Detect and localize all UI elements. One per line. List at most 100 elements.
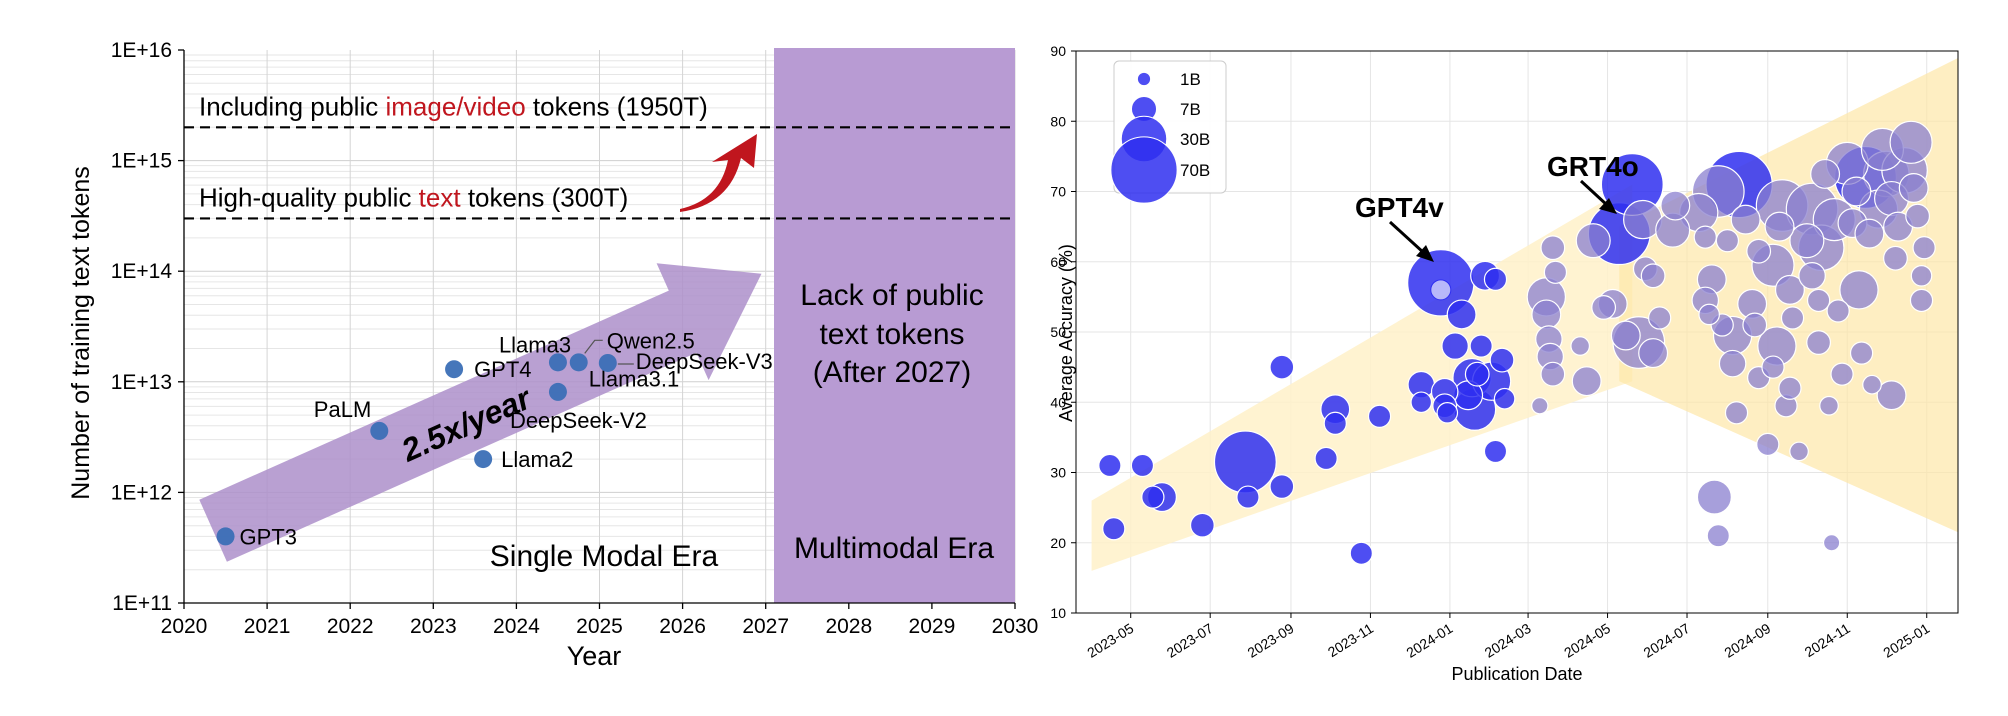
model-bubble bbox=[1910, 264, 1933, 287]
model-bubble bbox=[1889, 120, 1933, 164]
y-tick-label: 1E+15 bbox=[111, 150, 172, 173]
legend-marker bbox=[1136, 71, 1152, 87]
model-bubble bbox=[1798, 262, 1826, 290]
model-bubble bbox=[1912, 236, 1936, 260]
x-tick-label: 2024-01 bbox=[1403, 620, 1455, 661]
model-bubble bbox=[1854, 218, 1885, 249]
model-bubble bbox=[1648, 306, 1672, 330]
model-bubble bbox=[1236, 485, 1260, 509]
model-bubble bbox=[1841, 176, 1872, 207]
model-bubble bbox=[1819, 395, 1839, 416]
x-tick-label: 2027 bbox=[742, 615, 789, 638]
era-multi: Multimodal Era bbox=[794, 532, 994, 565]
model-label: DeepSeek-V2 bbox=[510, 408, 647, 433]
model-bubble bbox=[1780, 306, 1805, 330]
model-bubble bbox=[1764, 211, 1795, 242]
x-tick-label: 2024-07 bbox=[1641, 620, 1693, 661]
x-tick-label: 2024 bbox=[493, 615, 540, 638]
model-bubble bbox=[1696, 479, 1732, 515]
legend-label: 7B bbox=[1180, 100, 1201, 119]
x-tick-label: 2020 bbox=[161, 615, 208, 638]
model-point bbox=[445, 360, 464, 379]
left-ylabel: Number of training text tokens bbox=[67, 166, 95, 500]
model-bubble bbox=[1876, 380, 1907, 411]
model-point bbox=[474, 450, 493, 469]
annotation-label: GRT4o bbox=[1547, 151, 1639, 182]
y-tick-label: 30 bbox=[1050, 465, 1066, 481]
x-tick-label: 2030 bbox=[992, 615, 1039, 638]
y-tick-label: 1E+13 bbox=[111, 371, 172, 394]
threshold-text: Including public bbox=[199, 91, 385, 121]
model-bubble bbox=[1349, 541, 1373, 565]
annotation-arrowhead bbox=[1416, 245, 1434, 262]
model-bubble bbox=[1367, 404, 1392, 428]
x-tick-label: 2022 bbox=[327, 615, 374, 638]
x-tick-label: 2026 bbox=[659, 615, 706, 638]
model-bubble bbox=[1436, 401, 1459, 424]
model-label: GPT4 bbox=[474, 357, 531, 382]
model-bubble bbox=[1410, 391, 1433, 414]
y-tick-label: 1E+11 bbox=[112, 592, 172, 615]
y-tick-label: 70 bbox=[1050, 184, 1066, 200]
model-bubble bbox=[1839, 270, 1879, 310]
model-bubble bbox=[1483, 439, 1508, 464]
threshold-highlight: text bbox=[419, 182, 462, 212]
model-bubble bbox=[1822, 534, 1841, 552]
model-bubble bbox=[1849, 341, 1874, 365]
x-tick-label: 2024-03 bbox=[1482, 620, 1534, 661]
model-bubble bbox=[1213, 430, 1277, 494]
multimodal-region bbox=[774, 48, 1015, 603]
left-xlabel: Year bbox=[567, 641, 622, 671]
lack-line-1: Lack of public bbox=[800, 279, 983, 312]
model-bubble bbox=[1746, 238, 1772, 264]
model-bubble bbox=[1570, 336, 1591, 356]
model-bubble bbox=[1489, 347, 1515, 373]
threshold-label: High-quality public text tokens (300T) bbox=[199, 182, 628, 212]
x-tick-label: 2029 bbox=[909, 615, 956, 638]
x-tick-label: 2024-09 bbox=[1721, 620, 1773, 661]
model-bubble bbox=[1810, 158, 1841, 189]
model-bubble bbox=[1102, 517, 1126, 541]
model-bubble bbox=[1883, 245, 1908, 271]
model-label: PaLM bbox=[314, 397, 371, 422]
model-point bbox=[569, 353, 588, 372]
model-bubble bbox=[1718, 349, 1747, 378]
model-bubble bbox=[1774, 274, 1805, 305]
model-bubble bbox=[1698, 303, 1720, 326]
x-tick-label: 2024-05 bbox=[1561, 620, 1613, 661]
y-tick-label: 90 bbox=[1050, 43, 1066, 59]
model-bubble bbox=[1571, 366, 1602, 397]
model-bubble bbox=[1531, 397, 1549, 415]
y-tick-label: 1E+16 bbox=[111, 39, 172, 62]
model-bubble bbox=[1660, 190, 1691, 221]
model-bubble bbox=[1724, 401, 1749, 425]
model-bubble bbox=[1189, 512, 1215, 538]
legend-marker bbox=[1110, 136, 1178, 204]
model-bubble bbox=[1756, 432, 1780, 457]
x-tick-label: 2023 bbox=[410, 615, 457, 638]
lack-line-2: text tokens bbox=[819, 318, 964, 351]
model-bubble bbox=[1130, 453, 1155, 478]
right-ylabel: Average Accuracy (%) bbox=[1056, 244, 1076, 422]
threshold-text: tokens (300T) bbox=[461, 182, 629, 212]
y-tick-label: 1E+12 bbox=[111, 481, 172, 504]
model-bubble bbox=[1898, 173, 1929, 203]
model-bubble bbox=[1483, 267, 1508, 291]
model-label: Llama2 bbox=[501, 447, 573, 472]
x-tick-label: 2024-11 bbox=[1802, 620, 1853, 660]
model-label: GPT3 bbox=[240, 524, 297, 549]
model-annotations: GPT4v GRT4o bbox=[1355, 151, 1639, 262]
model-bubble bbox=[1269, 474, 1295, 499]
model-bubble bbox=[1789, 441, 1809, 462]
right-chart: 10 20 30 40 50 60 70 80 90 2023-05 2023-07 2023-09 2… bbox=[1050, 43, 1959, 684]
model-bubble bbox=[1761, 355, 1785, 379]
model-bubble bbox=[1141, 485, 1165, 509]
annotation-arrow bbox=[1388, 220, 1426, 255]
model-bubble bbox=[1693, 225, 1717, 249]
threshold-text: tokens (1950T) bbox=[526, 91, 708, 121]
model-bubble bbox=[1806, 330, 1832, 355]
model-bubble bbox=[1826, 299, 1850, 323]
model-bubble bbox=[1575, 223, 1611, 259]
model-bubble bbox=[1862, 374, 1882, 395]
